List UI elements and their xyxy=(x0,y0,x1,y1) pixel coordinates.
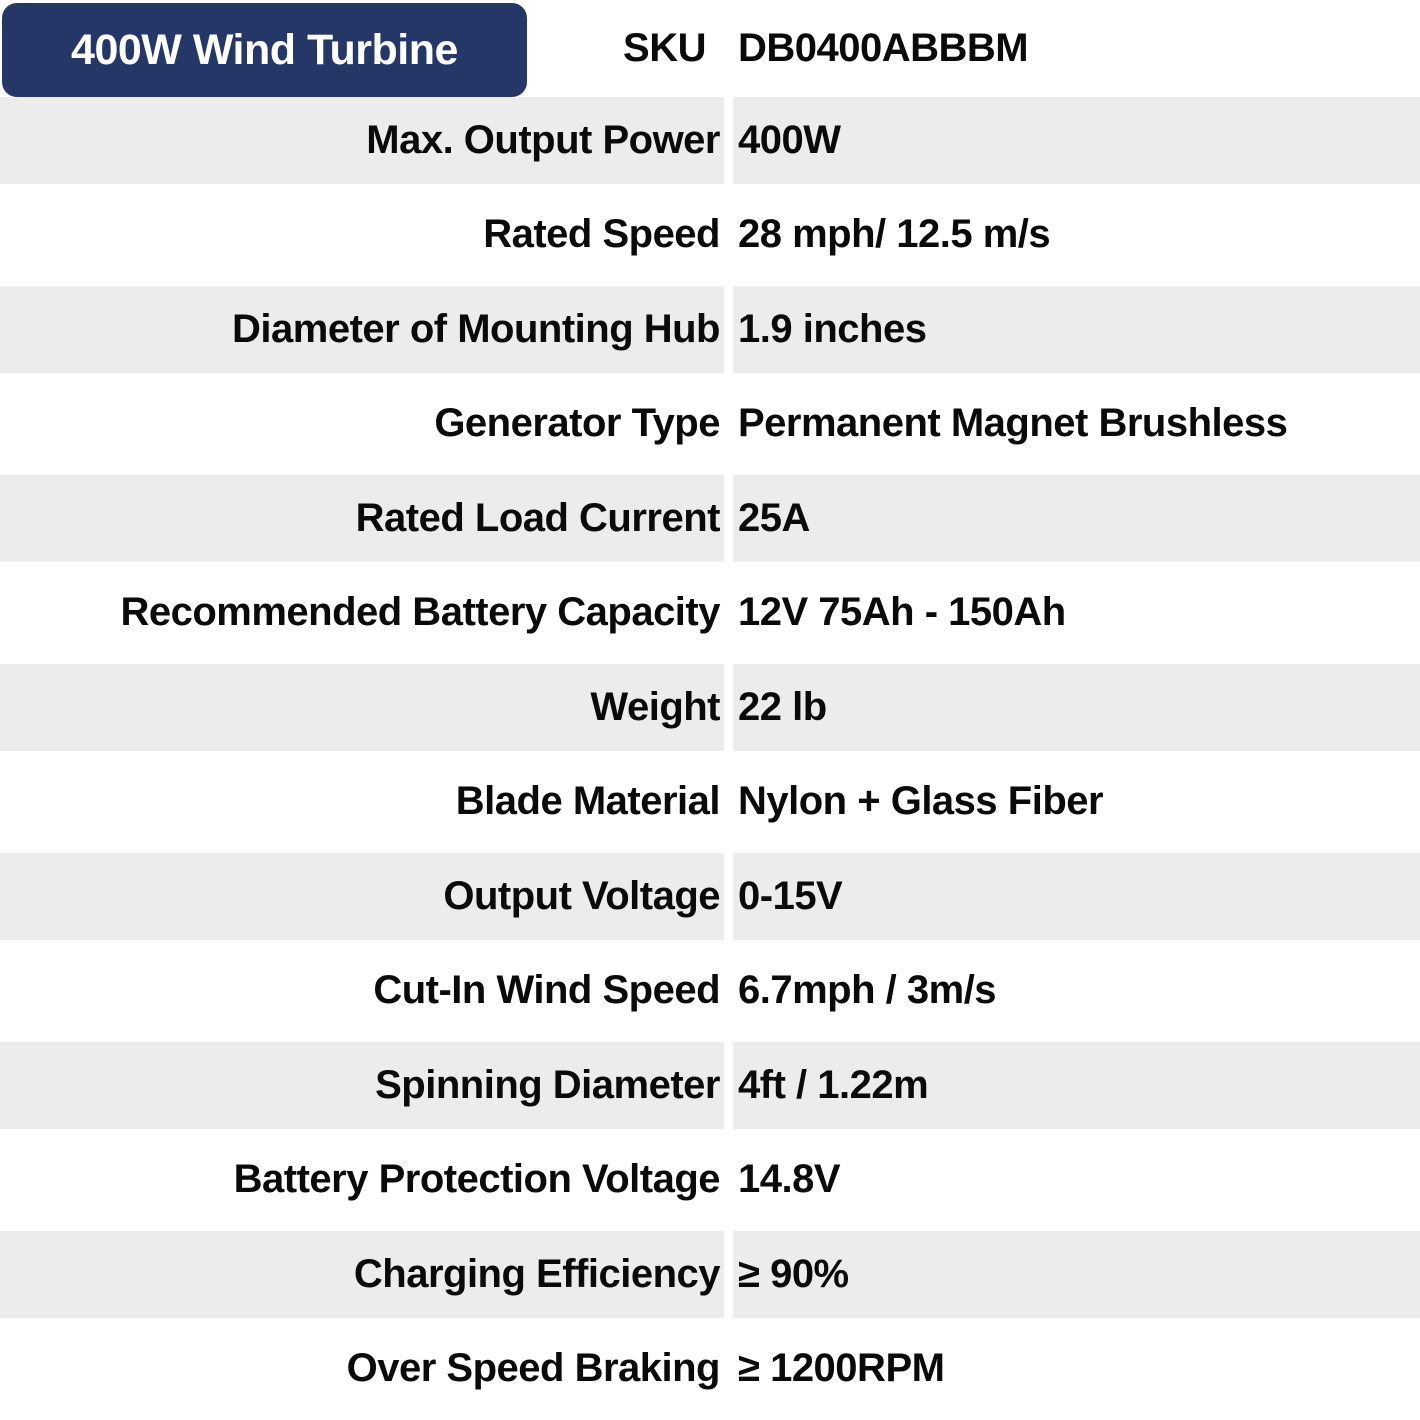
spec-value-cell: ≥ 90% xyxy=(733,1231,1420,1318)
spec-table: Max. Output Power 400W Rated Speed 28 mp… xyxy=(0,97,1420,1420)
spec-label: Max. Output Power xyxy=(366,117,720,162)
spec-label-cell: Rated Speed xyxy=(0,192,724,279)
spec-value: 6.7mph / 3m/s xyxy=(738,968,997,1013)
spec-value-cell: 22 lb xyxy=(733,664,1420,751)
spec-label-cell: Spinning Diameter xyxy=(0,1042,724,1129)
spec-label-cell: Weight xyxy=(0,664,724,751)
spec-label-cell: Recommended Battery Capacity xyxy=(0,570,724,657)
spec-value: 400W xyxy=(738,117,841,162)
product-title: 400W Wind Turbine xyxy=(71,25,458,74)
spec-value-cell: Nylon + Glass Fiber xyxy=(733,759,1420,846)
spec-value: Permanent Magnet Brushless xyxy=(738,401,1288,446)
spec-row: Weight 22 lb xyxy=(0,664,1420,759)
spec-label: Battery Protection Voltage xyxy=(233,1157,721,1202)
spec-label: Spinning Diameter xyxy=(375,1062,720,1107)
header: 400W Wind Turbine SKU DB0400ABBBM xyxy=(0,0,1420,97)
spec-label: Recommended Battery Capacity xyxy=(120,590,720,635)
sku-value-cell: DB0400ABBBM xyxy=(733,0,1420,97)
spec-label-cell: Battery Protection Voltage xyxy=(0,1137,724,1224)
spec-value: 28 mph/ 12.5 m/s xyxy=(738,212,1051,257)
spec-row: Over Speed Braking ≥ 1200RPM xyxy=(0,1326,1420,1420)
sku-label-cell: SKU xyxy=(0,0,724,97)
spec-value-cell: 14.8V xyxy=(733,1137,1420,1224)
spec-value-cell: 1.9 inches xyxy=(733,286,1420,373)
sku-label: SKU xyxy=(623,26,706,70)
spec-label: Over Speed Braking xyxy=(346,1346,721,1391)
spec-label: Weight xyxy=(590,684,720,729)
spec-value: 25A xyxy=(738,495,810,540)
spec-row: Spinning Diameter 4ft / 1.22m xyxy=(0,1042,1420,1137)
spec-label-cell: Max. Output Power xyxy=(0,97,724,184)
spec-label: Rated Speed xyxy=(483,212,720,257)
spec-label: Charging Efficiency xyxy=(353,1251,721,1296)
spec-value: Nylon + Glass Fiber xyxy=(738,779,1104,824)
spec-value: 0-15V xyxy=(738,873,843,918)
spec-value: 12V 75Ah - 150Ah xyxy=(738,590,1066,635)
spec-row: Output Voltage 0-15V xyxy=(0,853,1420,948)
spec-value: ≥ 90% xyxy=(738,1251,849,1296)
spec-label-cell: Diameter of Mounting Hub xyxy=(0,286,724,373)
spec-label-cell: Blade Material xyxy=(0,759,724,846)
spec-label: Rated Load Current xyxy=(355,495,721,540)
spec-row: Diameter of Mounting Hub 1.9 inches xyxy=(0,286,1420,381)
spec-row: Cut-In Wind Speed 6.7mph / 3m/s xyxy=(0,948,1420,1043)
spec-value: 14.8V xyxy=(738,1157,841,1202)
spec-row: Charging Efficiency ≥ 90% xyxy=(0,1231,1420,1326)
spec-value-cell: 25A xyxy=(733,475,1420,562)
spec-row: Rated Load Current 25A xyxy=(0,475,1420,570)
spec-value: 1.9 inches xyxy=(738,306,927,351)
spec-row: Rated Speed 28 mph/ 12.5 m/s xyxy=(0,192,1420,287)
spec-value-cell: 4ft / 1.22m xyxy=(733,1042,1420,1129)
spec-label: Blade Material xyxy=(455,779,721,824)
spec-value-cell: 400W xyxy=(733,97,1420,184)
spec-row: Blade Material Nylon + Glass Fiber xyxy=(0,759,1420,854)
spec-label-cell: Over Speed Braking xyxy=(0,1326,724,1413)
spec-row: Max. Output Power 400W xyxy=(0,97,1420,192)
spec-label-cell: Output Voltage xyxy=(0,853,724,940)
spec-value-cell: 6.7mph / 3m/s xyxy=(733,948,1420,1035)
spec-label-cell: Charging Efficiency xyxy=(0,1231,724,1318)
spec-row: Generator Type Permanent Magnet Brushles… xyxy=(0,381,1420,476)
spec-value-cell: 0-15V xyxy=(733,853,1420,940)
spec-row: Recommended Battery Capacity 12V 75Ah - … xyxy=(0,570,1420,665)
spec-value-cell: ≥ 1200RPM xyxy=(733,1326,1420,1413)
spec-label: Diameter of Mounting Hub xyxy=(232,306,720,351)
spec-label-cell: Rated Load Current xyxy=(0,475,724,562)
sku-value: DB0400ABBBM xyxy=(738,26,1029,70)
spec-value-cell: 28 mph/ 12.5 m/s xyxy=(733,192,1420,279)
spec-label-cell: Cut-In Wind Speed xyxy=(0,948,724,1035)
spec-value-cell: 12V 75Ah - 150Ah xyxy=(733,570,1420,657)
product-title-badge: 400W Wind Turbine xyxy=(2,3,527,97)
spec-value: 4ft / 1.22m xyxy=(738,1062,929,1107)
spec-label: Generator Type xyxy=(434,401,720,446)
spec-value-cell: Permanent Magnet Brushless xyxy=(733,381,1420,468)
spec-label: Output Voltage xyxy=(443,873,720,918)
spec-value: ≥ 1200RPM xyxy=(738,1346,945,1391)
spec-value: 22 lb xyxy=(738,684,827,729)
spec-label-cell: Generator Type xyxy=(0,381,724,468)
spec-label: Cut-In Wind Speed xyxy=(373,968,720,1013)
spec-row: Battery Protection Voltage 14.8V xyxy=(0,1137,1420,1232)
